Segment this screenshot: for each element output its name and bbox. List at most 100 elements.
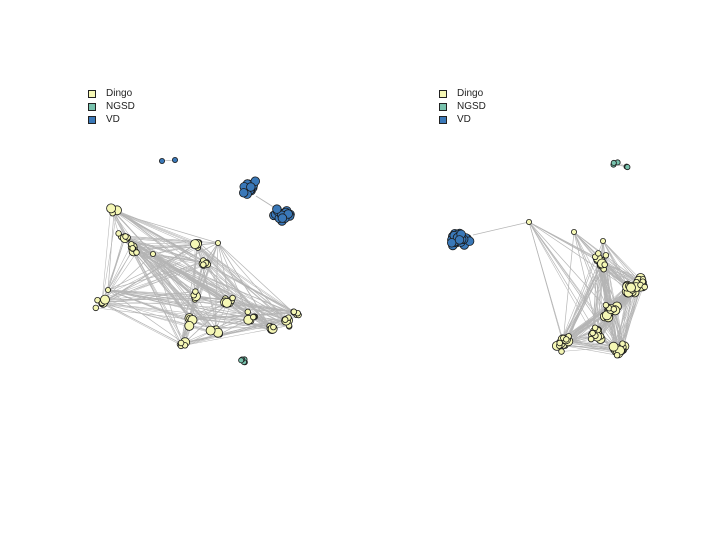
edge bbox=[152, 253, 216, 331]
edge bbox=[101, 252, 137, 304]
edge bbox=[180, 247, 199, 344]
edge bbox=[107, 211, 115, 291]
edge bbox=[107, 289, 229, 303]
edge bbox=[566, 285, 628, 340]
dingo-node bbox=[244, 308, 251, 316]
edge bbox=[602, 240, 619, 351]
edge bbox=[101, 302, 186, 346]
edge bbox=[528, 221, 609, 311]
dingo-node bbox=[105, 286, 112, 293]
edge bbox=[564, 285, 629, 346]
edge bbox=[566, 339, 616, 350]
edge bbox=[564, 287, 632, 342]
edge bbox=[592, 260, 598, 334]
edge bbox=[563, 345, 618, 356]
edge bbox=[195, 264, 204, 292]
dingo-node bbox=[558, 348, 565, 355]
dingo-node bbox=[229, 294, 236, 302]
ngsd-node bbox=[238, 357, 245, 364]
edge bbox=[107, 289, 251, 319]
edge bbox=[255, 195, 276, 209]
edge bbox=[573, 231, 619, 351]
legend-label-vd: VD bbox=[457, 114, 471, 125]
edge bbox=[602, 266, 639, 282]
edge bbox=[217, 242, 251, 319]
dingo-node bbox=[214, 239, 221, 246]
edges bbox=[95, 159, 645, 363]
legend-item-ngsd: NGSD bbox=[88, 100, 135, 113]
edge bbox=[562, 231, 575, 344]
edge bbox=[152, 253, 211, 331]
legend-label-dingo: Dingo bbox=[457, 88, 484, 99]
dingo-node bbox=[129, 245, 136, 252]
edge bbox=[111, 208, 198, 243]
edge bbox=[152, 253, 196, 296]
legend-label-ngsd: NGSD bbox=[457, 101, 486, 112]
dingo-node bbox=[149, 250, 156, 257]
edge bbox=[592, 266, 603, 334]
edge bbox=[613, 309, 621, 351]
dingo-node bbox=[563, 336, 570, 343]
dingo-node bbox=[641, 283, 648, 291]
edge bbox=[217, 242, 271, 328]
dingo-node bbox=[192, 288, 199, 295]
vd-node bbox=[238, 188, 249, 198]
dingo-node bbox=[613, 352, 621, 359]
vd-node bbox=[454, 235, 465, 245]
edge bbox=[204, 242, 219, 263]
edge bbox=[107, 289, 183, 343]
edge bbox=[217, 317, 289, 335]
edge bbox=[107, 235, 125, 291]
swatch-ngsd bbox=[439, 102, 447, 111]
edge bbox=[214, 242, 219, 331]
dingo-node bbox=[526, 218, 533, 225]
edge bbox=[107, 289, 231, 301]
dingo-node bbox=[595, 250, 602, 257]
edge bbox=[472, 221, 530, 236]
edge bbox=[95, 307, 194, 320]
dingo-node bbox=[282, 316, 289, 323]
edge bbox=[192, 302, 227, 321]
ngsd-node bbox=[610, 159, 617, 166]
edge bbox=[217, 242, 297, 316]
dingo-node bbox=[190, 239, 200, 250]
dingo-node bbox=[610, 306, 618, 313]
edge bbox=[602, 240, 641, 283]
edge bbox=[194, 242, 219, 296]
legend-label-ngsd: NGSD bbox=[106, 101, 135, 112]
edge bbox=[107, 249, 134, 291]
legend-item-dingo: Dingo bbox=[88, 87, 135, 100]
dingo-node bbox=[556, 339, 563, 347]
edge bbox=[189, 317, 274, 328]
edge bbox=[217, 242, 288, 323]
vd-node bbox=[246, 182, 256, 192]
edge bbox=[101, 210, 118, 303]
vd-node bbox=[277, 213, 288, 223]
dingo-node bbox=[177, 339, 185, 347]
edge bbox=[189, 317, 273, 330]
edge bbox=[132, 242, 219, 251]
edge bbox=[107, 244, 201, 291]
edge bbox=[196, 243, 270, 327]
dingo-node bbox=[626, 282, 636, 293]
edge bbox=[193, 243, 198, 296]
dingo-node bbox=[184, 320, 195, 331]
dingo-node bbox=[589, 329, 596, 337]
vd-node bbox=[447, 238, 457, 248]
dingo-node bbox=[587, 335, 595, 343]
legend-label-dingo: Dingo bbox=[106, 88, 133, 99]
edge bbox=[107, 261, 206, 291]
edge bbox=[528, 221, 594, 335]
dingo-node bbox=[106, 203, 116, 214]
dingo-node bbox=[100, 294, 110, 305]
swatch-vd bbox=[439, 115, 447, 124]
edge bbox=[613, 309, 625, 347]
legend-left: Dingo NGSD VD bbox=[88, 87, 135, 126]
edge bbox=[622, 285, 644, 344]
legend-item-dingo: Dingo bbox=[439, 87, 486, 100]
dingo-node bbox=[200, 261, 207, 268]
dingo-node bbox=[250, 313, 257, 321]
edge bbox=[101, 303, 181, 345]
edge bbox=[225, 298, 294, 312]
dingo-node bbox=[115, 230, 122, 237]
